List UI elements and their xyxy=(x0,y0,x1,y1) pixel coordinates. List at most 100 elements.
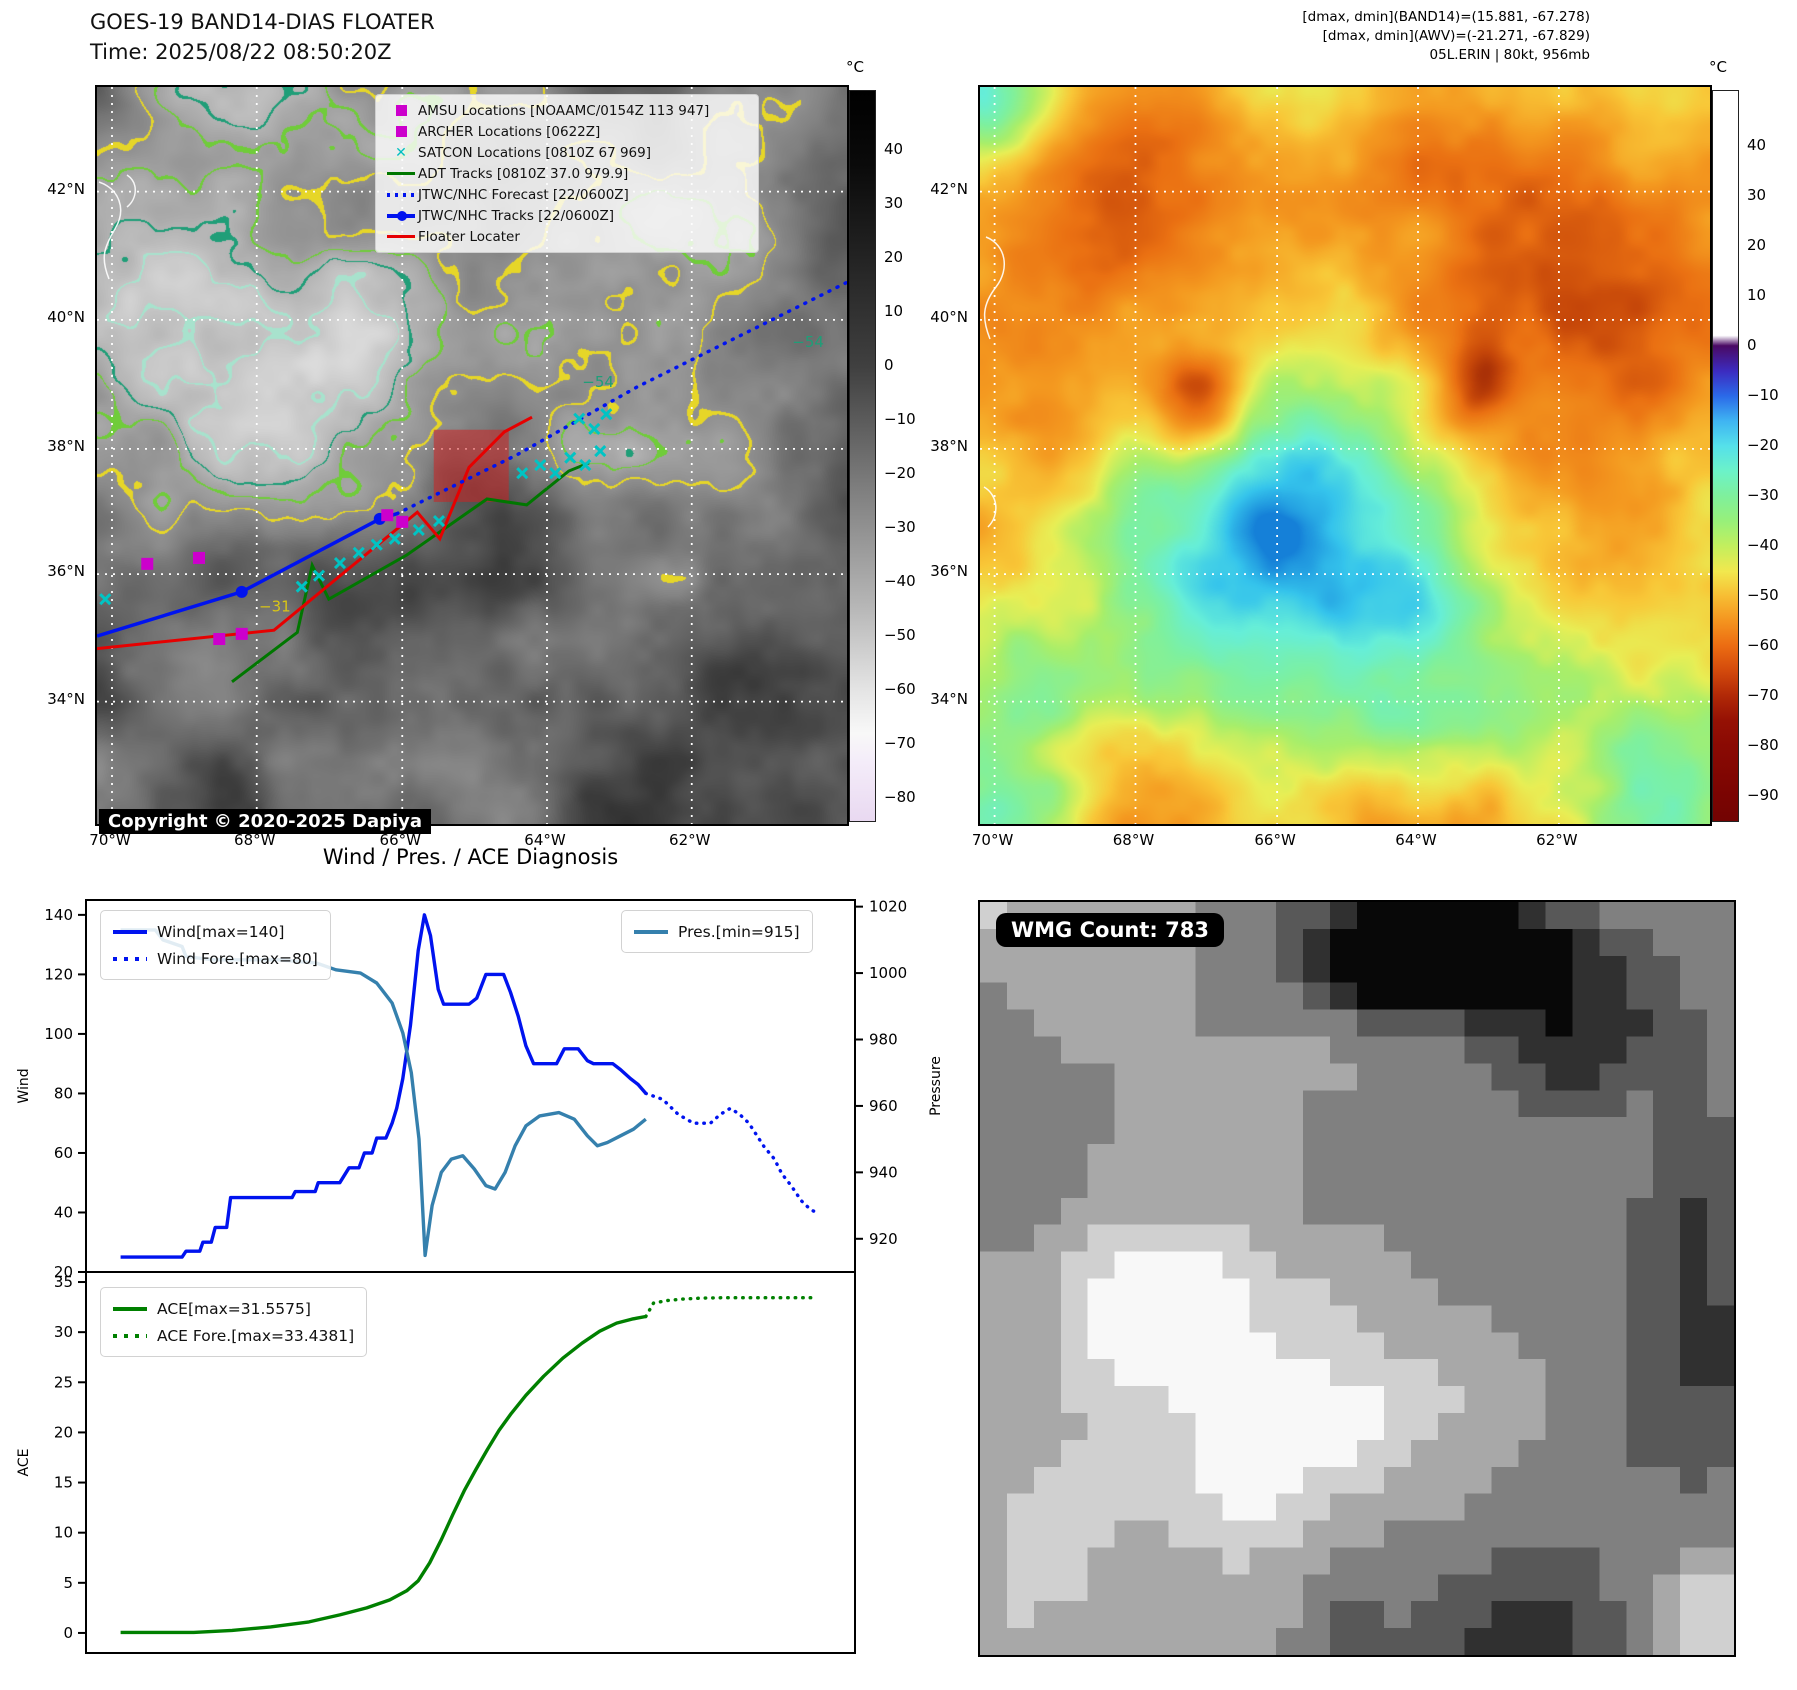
wmg-count-badge: WMG Count: 783 xyxy=(996,913,1224,947)
y-tick-label: 10 xyxy=(54,1524,73,1542)
lat-tick-label: 38°N xyxy=(930,436,968,455)
map-legend-item: ✕ SATCON Locations [0810Z 67 969] xyxy=(384,142,750,163)
line-icon xyxy=(387,234,415,239)
pressure-legend: Pres.[min=915] xyxy=(621,910,813,953)
ylabel: Wind xyxy=(16,1068,32,1103)
colorbar-tick-left: −40 xyxy=(884,572,916,591)
lat-tick-label: 40°N xyxy=(930,307,968,326)
colorbar-tick-right: −20 xyxy=(1747,436,1779,454)
lon-tick-label: 62°W xyxy=(1536,831,1578,849)
map-legend-label: ADT Tracks [0810Z 37.0 979.9] xyxy=(418,165,629,182)
awv-color-ir-map[interactable] xyxy=(978,85,1712,826)
y-tick-label: 25 xyxy=(54,1373,73,1391)
colorbar-tick-left: 10 xyxy=(884,302,904,321)
colorbar-tick-right: 30 xyxy=(1747,186,1767,204)
lon-tick-label: 64°W xyxy=(1395,831,1437,849)
lat-tick-label: 34°N xyxy=(930,689,968,708)
colorbar-tick-right: −30 xyxy=(1747,486,1779,504)
chart-legend-label: Wind Fore.[max=80] xyxy=(157,949,318,968)
y-tick-label: 30 xyxy=(54,1323,73,1341)
square-icon xyxy=(395,126,407,137)
colorbar-tick-right: −60 xyxy=(1747,636,1779,654)
y-tick-label: 60 xyxy=(54,1144,73,1162)
colorbar-tick-right: −70 xyxy=(1747,686,1779,704)
lon-tick-label: 66°W xyxy=(379,831,421,849)
colorbar-tick-right: 40 xyxy=(1747,136,1767,154)
map-grid-overlay xyxy=(980,87,1710,824)
y-tick-label: 100 xyxy=(44,1025,73,1043)
line-dot-icon xyxy=(387,210,415,221)
chart-legend-item: Wind Fore.[max=80] xyxy=(113,945,318,972)
y2-tick-label: 940 xyxy=(869,1163,898,1181)
dot-icon xyxy=(397,210,407,221)
y-tick-label: 20 xyxy=(54,1263,73,1281)
colorbar-tick-left: −20 xyxy=(884,464,916,483)
lat-tick-label: 38°N xyxy=(47,436,85,455)
grayscale-colorbar xyxy=(849,90,876,822)
map-legend-label: ARCHER Locations [0622Z] xyxy=(418,123,601,140)
colorbar-tick-right: 20 xyxy=(1747,236,1767,254)
dmax-dmin-awv: [dmax, dmin](AWV)=(-21.271, -67.829) xyxy=(1322,28,1590,45)
lat-tick-label: 40°N xyxy=(47,307,85,326)
wind-pres-ace-charts: 1401201008060402010201000980960940920Win… xyxy=(16,898,944,1654)
map-legend-item: ARCHER Locations [0622Z] xyxy=(384,121,750,142)
colorbar-tick-right: −10 xyxy=(1747,386,1779,404)
ylabel: ACE xyxy=(16,1449,32,1477)
square-marker xyxy=(384,105,418,116)
line-marker xyxy=(384,171,418,176)
colorbar-tick-left: 20 xyxy=(884,248,904,267)
map-legend-item: JTWC/NHC Forecast [22/0600Z] xyxy=(384,184,750,205)
lat-tick-label: 36°N xyxy=(47,562,85,581)
y-tick-label: 35 xyxy=(54,1273,73,1291)
line-icon xyxy=(113,1306,147,1311)
map-legend-label: JTWC/NHC Forecast [22/0600Z] xyxy=(418,186,629,203)
chart-legend-item: Wind[max=140] xyxy=(113,918,318,945)
series-ace-max-31-5575- xyxy=(120,1314,647,1635)
colorbar-tick-right: −40 xyxy=(1747,536,1779,554)
colorbar-tick-left: −10 xyxy=(884,410,916,429)
colorbar-tick-left: −30 xyxy=(884,518,916,537)
colorbar-unit-left: °C xyxy=(846,58,864,76)
timestamp: Time: 2025/08/22 08:50:20Z xyxy=(90,40,392,64)
y-tick-label: 40 xyxy=(54,1203,73,1221)
y-tick-label: 0 xyxy=(63,1624,73,1642)
lon-tick-label: 66°W xyxy=(1254,831,1296,849)
colorbar-tick-right: −50 xyxy=(1747,586,1779,604)
contour-label: −54 xyxy=(582,373,614,391)
map-legend-item: Floater Locater xyxy=(384,226,750,247)
map-legend-label: AMSU Locations [NOAAMC/0154Z 113 947] xyxy=(418,102,710,119)
map-legend-label: Floater Locater xyxy=(418,228,520,245)
x-icon: ✕ xyxy=(395,144,407,161)
y-tick-label: 140 xyxy=(44,906,73,924)
lon-tick-label: 62°W xyxy=(669,831,711,849)
wmg-pixelated-image xyxy=(980,902,1734,1655)
contour-label: −31 xyxy=(259,598,291,616)
colorbar-tick-left: −70 xyxy=(884,734,916,753)
map-legend-item: ADT Tracks [0810Z 37.0 979.9] xyxy=(384,163,750,184)
line-marker xyxy=(384,234,418,239)
y-tick-label: 80 xyxy=(54,1084,73,1102)
copyright-watermark: Copyright © 2020-2025 Dapiya xyxy=(99,809,432,834)
map-legend-label: JTWC/NHC Tracks [22/0600Z] xyxy=(418,207,615,224)
chart-title: Wind / Pres. / ACE Diagnosis xyxy=(322,845,619,869)
chart-legend-item: ACE[max=31.5575] xyxy=(113,1295,354,1322)
line-icon xyxy=(634,929,668,934)
lon-tick-label: 68°W xyxy=(1112,831,1155,849)
y2-tick-label: 980 xyxy=(869,1031,898,1049)
wmg-pixel-map[interactable]: WMG Count: 783 xyxy=(978,900,1736,1657)
colorbar-tick-right: 0 xyxy=(1747,336,1757,354)
map-tracks-overlay: −54 −54 −31 xyxy=(97,87,847,824)
square-icon xyxy=(395,105,407,116)
map-legend-label: SATCON Locations [0810Z 67 969] xyxy=(418,144,651,161)
square-marker xyxy=(384,126,418,137)
line-icon xyxy=(113,929,147,934)
chart-legend-label: Wind[max=140] xyxy=(157,922,285,941)
storm-id-intensity: 05L.ERIN | 80kt, 956mb xyxy=(1429,47,1590,64)
band14-ir-map[interactable]: −54 −54 −31 AMSU Locations [NOAAMC/0154Z 1… xyxy=(95,85,849,834)
dotted-line-icon xyxy=(113,956,147,961)
y2-tick-label: 960 xyxy=(869,1097,898,1115)
chart-legend-label: ACE[max=31.5575] xyxy=(157,1299,311,1318)
dotted-line-icon xyxy=(113,1333,147,1338)
wind-legend: Wind[max=140] Wind Fore.[max=80] xyxy=(100,910,331,980)
lon-tick-label: 70°W xyxy=(89,831,131,849)
